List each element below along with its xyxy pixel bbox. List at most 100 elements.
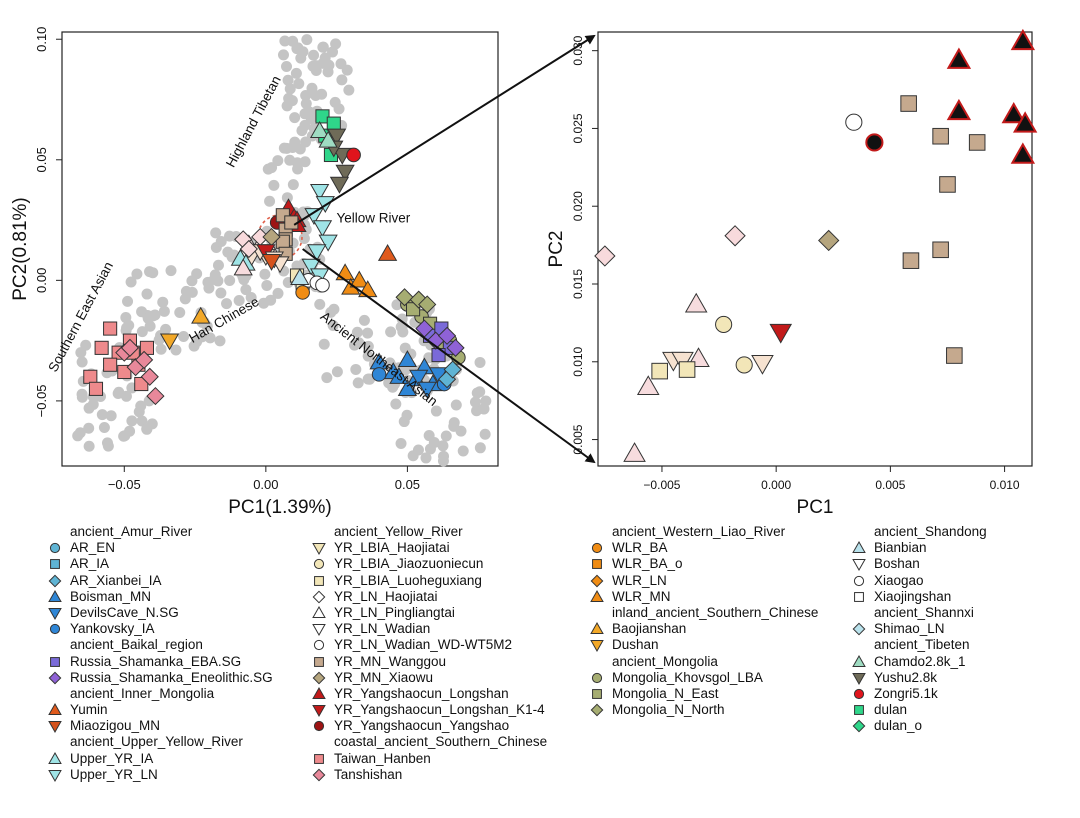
- legend-swatch: [312, 541, 326, 556]
- point-yr-mn-wanggou: [946, 347, 963, 364]
- point-taiwan-hanben: [117, 364, 132, 380]
- legend-group-title: ancient_Baikal_region: [48, 637, 273, 653]
- point-boisman-mn: [397, 379, 418, 396]
- legend-swatch: [312, 655, 326, 669]
- legend-swatch: [48, 589, 62, 604]
- tri_down-legend-marker: [48, 608, 62, 620]
- legend-swatch: [312, 557, 326, 571]
- background-point: [298, 233, 310, 245]
- square-legend-marker: [314, 753, 324, 764]
- zoom-connector-top: [293, 34, 596, 226]
- diamond-legend-marker: [48, 574, 62, 588]
- legend-label: YR_LBIA_Haojiatai: [334, 540, 450, 556]
- background-point: [120, 325, 132, 337]
- legend-item-yr-lbia-haojiatai: YR_LBIA_Haojiatai: [312, 540, 547, 556]
- square-legend-marker: [314, 656, 324, 667]
- point-taiwan-hanben: [139, 340, 154, 355]
- legend-item-miaozigou-mn: Miaozigou_MN: [48, 718, 273, 734]
- circle-legend-marker: [313, 640, 325, 651]
- point-upper-yr-ln: [318, 234, 338, 252]
- legend-item-mongolia-n-east: Mongolia_N_East: [590, 686, 818, 702]
- background-point: [362, 327, 374, 339]
- group-miaozigou-mn: [261, 253, 282, 271]
- legend-item-wlr-ba-o: WLR_BA_o: [590, 556, 818, 572]
- background-point: [245, 291, 257, 303]
- point-tanshishan: [140, 367, 159, 386]
- square-legend-marker: [854, 705, 864, 716]
- background-point: [101, 437, 113, 449]
- legend-column-2: ancient_Yellow_River YR_LBIA_Haojiatai YR_…: [312, 524, 547, 783]
- legend-label: AR_EN: [70, 540, 116, 556]
- legend-label: WLR_LN: [612, 572, 667, 588]
- background-point: [300, 89, 312, 101]
- background-point: [310, 89, 322, 101]
- background-point: [301, 34, 313, 46]
- legend-column-4: ancient_Shandong Bianbian Boshan Xiaogao Xia…: [852, 524, 987, 734]
- background-point: [363, 373, 375, 385]
- background-point: [292, 163, 304, 175]
- background-point: [305, 113, 317, 125]
- background-point: [160, 323, 172, 335]
- background-point: [391, 299, 403, 311]
- point-upper-yr-ln: [307, 244, 327, 262]
- group-mongolia-n-north: [395, 288, 437, 314]
- legend-group-title: ancient_Amur_River: [48, 524, 273, 540]
- legend-label: YR_LBIA_Jiaozuoniecun: [334, 556, 484, 572]
- point-xiaogao: [845, 113, 863, 131]
- background-point: [155, 343, 167, 355]
- y-tick-label: 0.10: [34, 27, 49, 52]
- background-point: [272, 287, 284, 299]
- point-yr-ln-pingliangtai: [636, 375, 660, 396]
- legend-swatch: [312, 768, 326, 782]
- group-wlr-mn: [335, 263, 378, 298]
- legend-swatch: [48, 541, 62, 555]
- point-xiaogao: [315, 277, 330, 293]
- background-point: [294, 143, 306, 155]
- point-yr-yangshaocun-yangshao: [865, 133, 884, 152]
- tri_up-legend-marker: [312, 687, 326, 699]
- legend-title-text: ancient_Tibeten: [874, 637, 970, 653]
- point-tanshishan: [146, 386, 165, 406]
- legend-swatch: [48, 768, 62, 782]
- legend-label: Dushan: [612, 637, 659, 653]
- point-taiwan-hanben: [83, 369, 98, 384]
- square-legend-marker: [314, 575, 324, 586]
- legend-item-yr-ln-wadian: YR_LN_Wadian: [312, 621, 547, 637]
- point-upper-yr-ln: [312, 220, 333, 238]
- background-point: [343, 84, 355, 96]
- y-axis-label: PC2: [546, 231, 567, 268]
- legend-item-upper-yr-ia: Upper_YR_IA: [48, 751, 273, 767]
- x-axis-label: PC1(1.39%): [228, 497, 332, 518]
- legend-item-yushu2-8k: Yushu2.8k: [852, 670, 987, 686]
- legend-item-baojianshan: Baojianshan: [590, 621, 818, 637]
- right-zoom-panel: −0.005 0.000 0.005 0.0100.0050.0100.0150.02…: [546, 28, 1038, 518]
- point-taiwan-hanben: [88, 381, 104, 396]
- annotation-yellow-river: Yellow River: [337, 210, 411, 225]
- legend-swatch: [590, 703, 604, 717]
- background-point: [450, 399, 462, 411]
- legend-item-yr-yangshaocun-longshan-k1-4: YR_Yangshaocun_Longshan_K1-4: [312, 702, 547, 718]
- point-upper-yr-ln: [301, 258, 321, 276]
- legend-swatch: [48, 557, 62, 571]
- background-point: [457, 445, 469, 457]
- point-boisman-mn: [389, 366, 409, 384]
- legend-group-title: ancient_Tibeten: [852, 637, 987, 653]
- background-point: [233, 295, 245, 307]
- point-yr-ln-pingliangtai: [233, 258, 253, 276]
- background-point: [259, 268, 271, 280]
- legend-label: Xiaogao: [874, 572, 924, 588]
- background-point: [331, 366, 343, 378]
- group-xiaogao: [845, 113, 863, 131]
- diamond-legend-marker: [590, 703, 604, 717]
- background-point: [398, 416, 410, 428]
- group-yr-ln-haojiatai: [234, 227, 270, 259]
- background-point: [174, 307, 186, 319]
- point-yr-ln-pingliangtai: [623, 442, 646, 462]
- background-point: [279, 35, 291, 47]
- tri_down-legend-marker: [590, 640, 604, 653]
- legend-item-boshan: Boshan: [852, 556, 987, 572]
- group-upper-yr-ln: [301, 184, 338, 286]
- legend-swatch: [312, 606, 326, 620]
- background-point: [157, 296, 169, 308]
- legend-item-bianbian: Bianbian: [852, 540, 987, 556]
